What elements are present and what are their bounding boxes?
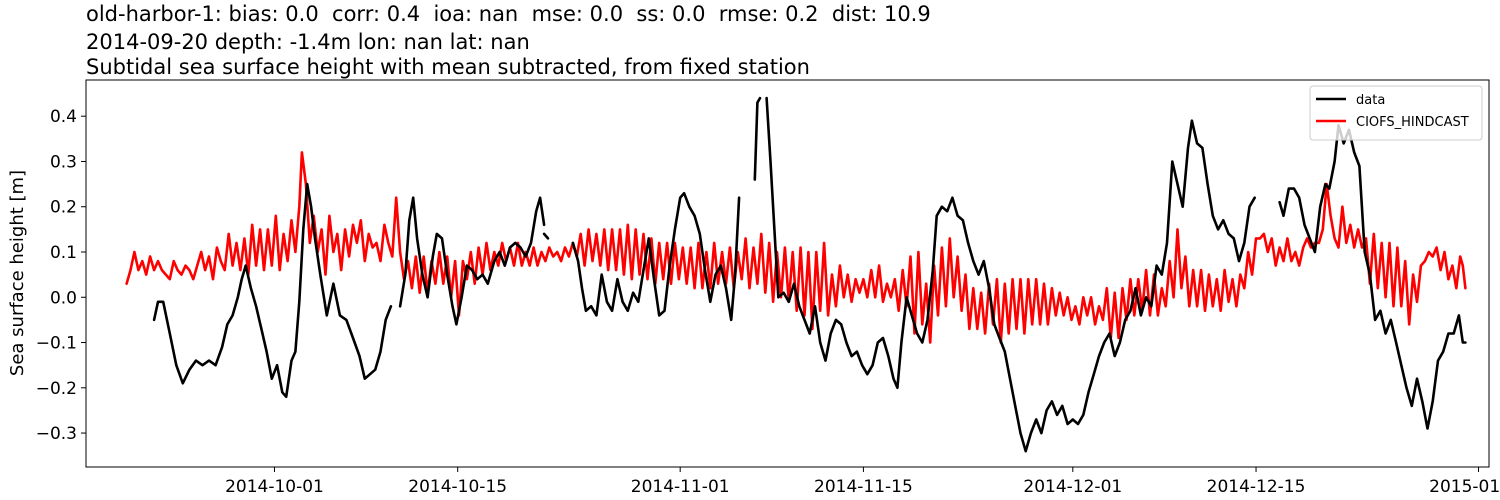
series-line-data-segment-2: [542, 232, 550, 240]
y-tick-label: −0.2: [36, 379, 77, 399]
y-tick-label: 0.1: [50, 243, 77, 263]
legend-label-ciofs-hindcast: CIOFS_HINDCAST: [1356, 115, 1469, 130]
series-line-data-segment-5: [765, 96, 1256, 453]
x-tick-label: 2014-10-01: [225, 477, 324, 497]
series-layer: [125, 96, 1467, 453]
series-line-ciofs-hindcast-segment-0: [125, 151, 1467, 344]
legend: data CIOFS_HINDCAST: [1309, 85, 1483, 141]
chart-subtitle-date-depth: 2014-09-20 depth: -1.4m lon: nan lat: na…: [86, 30, 530, 54]
x-tick-label: 2015-01-01: [1429, 477, 1500, 497]
plot-frame: [85, 79, 1490, 468]
y-tick-label: −0.3: [36, 424, 77, 444]
ticks-layer: 2014-10-01 2014-10-15 2014-11-01 2014-11-15…: [36, 107, 1500, 497]
series-line-data-segment-0: [152, 182, 393, 399]
y-tick-label: −0.1: [36, 334, 77, 354]
series-line-data-segment-6: [1278, 124, 1467, 430]
x-tick-label: 2014-11-15: [814, 477, 913, 497]
legend-box: [1309, 85, 1483, 141]
y-tick-label: 0.4: [50, 107, 77, 127]
y-tick-label: 0.2: [50, 198, 77, 218]
y-tick-label: 0.3: [50, 152, 77, 172]
series-line-data-segment-1: [398, 196, 546, 326]
x-tick-label: 2014-12-15: [1207, 477, 1306, 497]
series-line-data-segment-3: [571, 191, 741, 322]
legend-label-data: data: [1356, 93, 1385, 108]
series-line-data-segment-4: [753, 96, 762, 181]
chart-subtitle-description: Subtidal sea surface height with mean su…: [86, 55, 810, 79]
chart-title: old-harbor-1: bias: 0.0 corr: 0.4 ioa: n…: [86, 2, 931, 26]
y-tick-label: 0.0: [50, 288, 77, 308]
x-tick-label: 2014-10-15: [408, 477, 507, 497]
x-tick-label: 2014-11-01: [631, 477, 730, 497]
y-axis-label: Sea surface height [m]: [7, 170, 28, 376]
x-tick-label: 2014-12-01: [1023, 477, 1122, 497]
